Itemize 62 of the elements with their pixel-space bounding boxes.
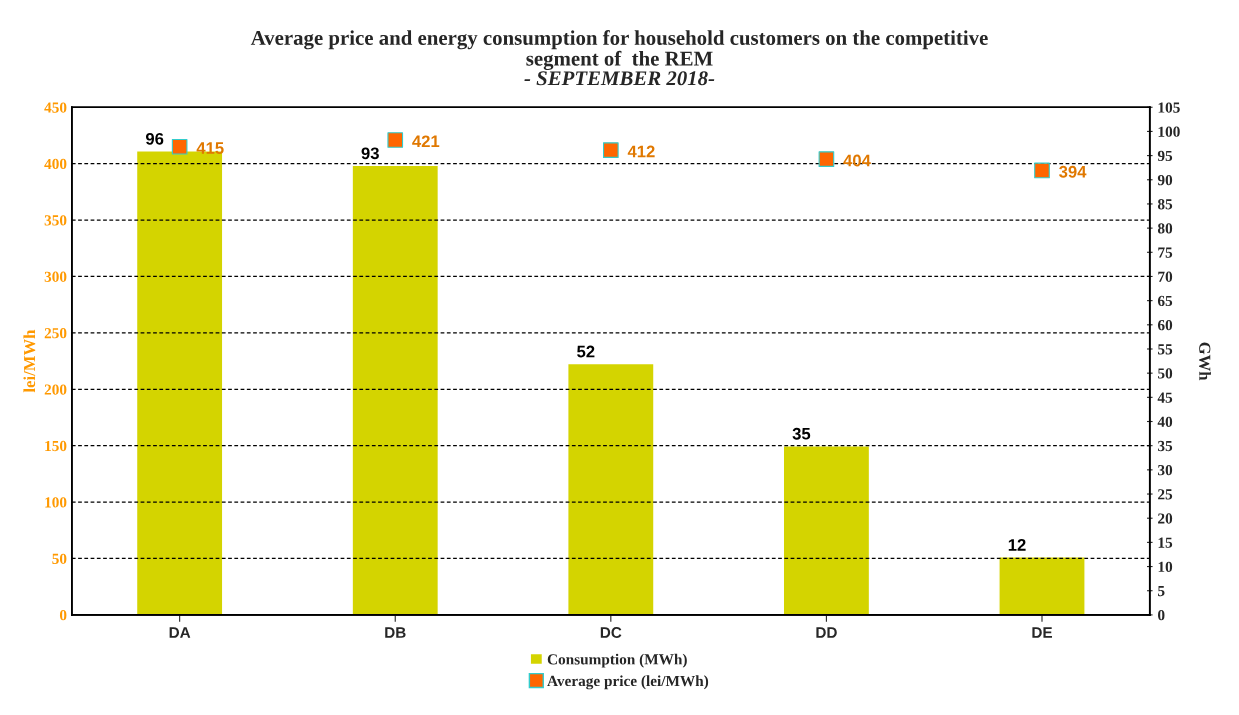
y2-tick-label: 5 <box>1158 586 1165 597</box>
y2-tick-label: 90 <box>1157 174 1173 186</box>
y2-tick-label: 40 <box>1157 416 1173 427</box>
y2-tick-label: 80 <box>1157 223 1173 234</box>
point <box>1034 162 1050 179</box>
y2-tick-label: 25 <box>1158 489 1173 500</box>
legend-label: Average price (lei/MWh) <box>547 675 709 690</box>
y2-tick-label: 95 <box>1157 150 1173 162</box>
y2-tick-label: 65 <box>1157 295 1173 307</box>
data-label: 35 <box>792 427 811 440</box>
data-label: 52 <box>577 345 595 358</box>
y2-tick-label: 30 <box>1158 465 1173 476</box>
y2-tick-label: 15 <box>1158 537 1173 548</box>
y2-tick-label: 105 <box>1158 102 1180 113</box>
x-tick-label: DC <box>600 627 622 638</box>
x-tick-label: DD <box>816 627 837 638</box>
y2-tick-label: 85 <box>1157 199 1173 210</box>
y-tick-label: 450 <box>44 102 67 113</box>
y2-tick-label: 75 <box>1158 247 1173 258</box>
bar <box>998 556 1086 615</box>
y-tick-label: 50 <box>52 553 67 564</box>
y2-tick-label: 45 <box>1157 392 1173 403</box>
y2-tick-label: 10 <box>1158 561 1173 572</box>
y2-tick-label: 50 <box>1158 368 1173 379</box>
data-label: 404 <box>843 154 871 167</box>
y-tick-label: 0 <box>59 610 67 621</box>
y-tick-label: 350 <box>44 215 67 226</box>
y2-tick-label: 100 <box>1158 126 1180 137</box>
x-tick-label: DE <box>1032 627 1053 638</box>
data-label: 412 <box>627 145 655 158</box>
bar <box>782 444 871 615</box>
y-axis-title: lei/MWh <box>23 329 36 393</box>
y-tick-label: 100 <box>45 497 67 508</box>
x-tick-label: DB <box>385 627 406 638</box>
x-tick-label: DA <box>169 627 191 638</box>
legend-label: Consumption (MWh) <box>547 653 687 668</box>
data-label: 12 <box>1008 539 1026 551</box>
chart-title: Average price and energy consumption for household customers on the competitive segment of the REM <box>250 30 988 71</box>
bar <box>351 164 440 615</box>
data-label: 421 <box>412 135 440 148</box>
y2-tick-label: 20 <box>1158 513 1173 524</box>
chart-subtitle: - SEPTEMBER 2018- <box>524 71 715 86</box>
point <box>818 151 835 167</box>
point <box>602 142 619 158</box>
y2-tick-label: 0 <box>1158 610 1165 621</box>
data-label: 96 <box>145 132 164 145</box>
y2-tick-label: 35 <box>1158 440 1173 452</box>
y-tick-label: 250 <box>44 328 67 339</box>
y2-tick-label: 60 <box>1157 319 1173 331</box>
data-label: 415 <box>196 142 224 154</box>
y-tick-label: 200 <box>44 384 67 395</box>
data-label: 394 <box>1059 165 1087 178</box>
data-label: 93 <box>361 147 379 160</box>
point <box>171 138 188 155</box>
bar <box>567 362 655 615</box>
y2-tick-label: 70 <box>1158 271 1173 282</box>
y2-axis-title: GWh <box>1199 342 1211 381</box>
y2-tick-label: 55 <box>1158 344 1173 355</box>
y-tick-label: 150 <box>45 440 67 452</box>
y-tick-label: 400 <box>44 158 67 170</box>
point <box>387 132 404 148</box>
y-tick-label: 300 <box>44 271 67 282</box>
